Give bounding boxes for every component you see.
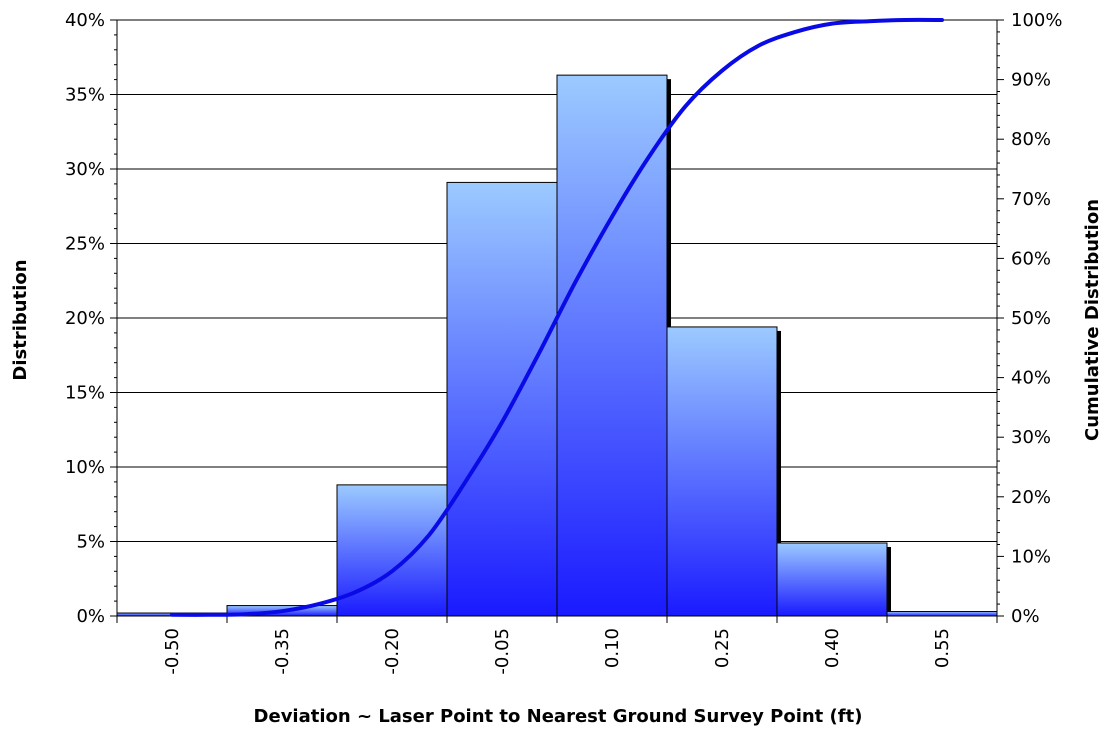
cumulative-line <box>170 17 944 617</box>
y2-tick-label: 0% <box>1011 606 1040 627</box>
y-tick-label: 40% <box>65 10 105 31</box>
y2-tick-label: 50% <box>1011 308 1051 329</box>
bar <box>776 542 888 617</box>
y2-tick-label: 80% <box>1011 129 1051 150</box>
y-tick-label: 0% <box>76 606 105 627</box>
x-tick-label: -0.50 <box>162 628 183 675</box>
bar <box>446 181 558 617</box>
x-tick-label: -0.20 <box>382 628 403 675</box>
y-tick-label: 25% <box>65 234 105 255</box>
y2-tick-label: 70% <box>1011 189 1051 210</box>
y-tick-label: 10% <box>65 457 105 478</box>
y2-tick-label: 20% <box>1011 487 1051 508</box>
y-tick-label: 20% <box>65 308 105 329</box>
y-tick-label: 30% <box>65 159 105 180</box>
x-tick-label: 0.10 <box>602 628 623 668</box>
y-tick-label: 15% <box>65 383 105 404</box>
y-tick-label: 5% <box>76 532 105 553</box>
x-tick-label: -0.35 <box>272 628 293 675</box>
axes <box>110 19 1004 623</box>
x-tick-label: 0.40 <box>822 628 843 668</box>
x-tick-label: -0.05 <box>492 628 513 675</box>
right-axis-ticks: 0% 10% 20% 30% 40% 50% 60% 70% 80% 90% 100% <box>1011 10 1062 627</box>
y2-tick-label: 10% <box>1011 546 1051 567</box>
y2-tick-label: 30% <box>1011 427 1051 448</box>
x-tick-label: 0.55 <box>932 628 953 668</box>
y2-tick-label: 40% <box>1011 368 1051 389</box>
y-tick-label: 35% <box>65 85 105 106</box>
bar <box>886 611 998 617</box>
y2-tick-label: 100% <box>1011 10 1062 31</box>
y2-tick-label: 60% <box>1011 248 1051 269</box>
y2-axis-title: Cumulative Distribution <box>1082 199 1103 441</box>
x-axis-ticks: -0.50 -0.35 -0.20 -0.05 0.10 0.25 0.40 0.55 <box>162 628 953 675</box>
cumulative-curve <box>170 17 944 617</box>
bars <box>116 74 998 617</box>
x-axis-title: Deviation ~ Laser Point to Nearest Groun… <box>254 706 863 727</box>
left-axis-ticks: 0% 5% 10% 15% 20% 25% 30% 35% 40% <box>65 10 105 627</box>
bar <box>336 484 448 617</box>
y-axis-title: Distribution <box>10 259 31 380</box>
bar <box>666 326 778 617</box>
y2-tick-label: 90% <box>1011 70 1051 91</box>
x-tick-label: 0.25 <box>712 628 733 668</box>
